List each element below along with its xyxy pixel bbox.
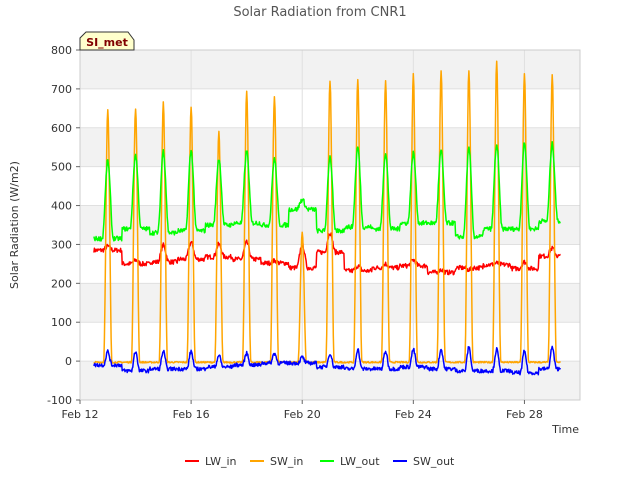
y-axis-label: Solar Radiation (W/m2) — [8, 161, 21, 289]
series-line-lw-out — [93, 141, 561, 242]
x-tick-label: Feb 20 — [284, 408, 321, 421]
y-tick-label: 200 — [51, 277, 72, 290]
x-axis-label: Time — [551, 423, 579, 436]
x-tick-label: Feb 16 — [173, 408, 210, 421]
legend-label: LW_out — [340, 455, 380, 468]
y-tick-label: 600 — [51, 122, 72, 135]
y-tick-label: 0 — [65, 355, 72, 368]
x-tick-label: Feb 28 — [506, 408, 543, 421]
y-tick-label: 300 — [51, 238, 72, 251]
grid-band — [80, 205, 580, 245]
y-tick-label: -100 — [47, 394, 72, 407]
legend-label: SW_in — [270, 455, 303, 468]
legend-label: SW_out — [413, 455, 455, 468]
legend: LW_in SW_in LW_out SW_out — [185, 455, 455, 468]
y-tick-label: 400 — [51, 200, 72, 213]
y-tick-label: 500 — [51, 161, 72, 174]
chart-title: Solar Radiation from CNR1 — [233, 5, 406, 20]
legend-label: LW_in — [205, 455, 237, 468]
badge: SI_met — [79, 31, 135, 51]
y-tick-label: 800 — [51, 44, 72, 57]
series-line-sw-out — [93, 345, 562, 376]
badge-label: SI_met — [86, 36, 128, 49]
x-tick-label: Feb 12 — [62, 408, 99, 421]
series-line-sw-in — [93, 60, 562, 364]
grid-band — [80, 283, 580, 323]
grid-band — [80, 361, 580, 400]
x-tick-label: Feb 24 — [395, 408, 432, 421]
y-tick-label: 700 — [51, 83, 72, 96]
y-tick-label: 100 — [51, 316, 72, 329]
plot-frame — [79, 49, 581, 401]
badge-shape — [79, 31, 135, 51]
